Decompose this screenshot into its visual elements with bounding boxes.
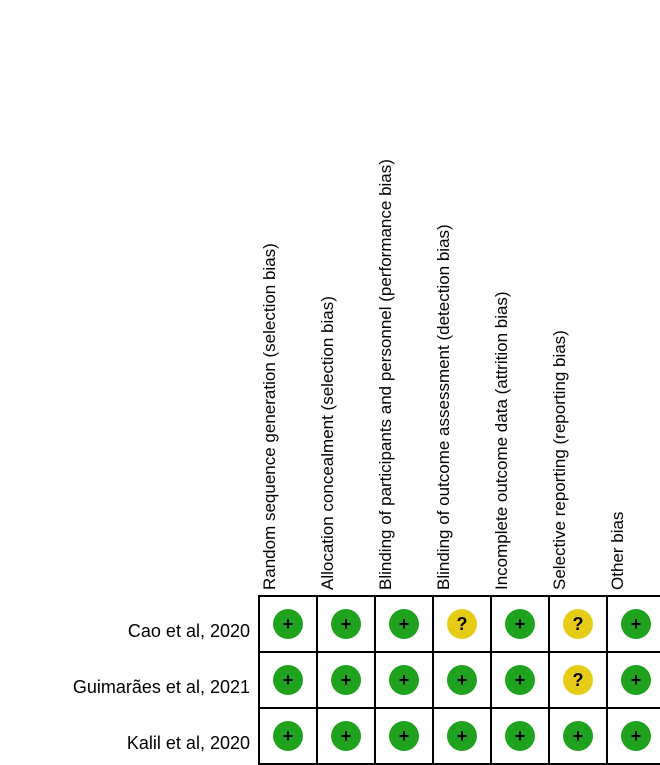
judgement-cell: +: [434, 709, 492, 765]
judgement-cell: +: [550, 709, 608, 765]
judgement-cell: +: [492, 597, 550, 653]
judgement-cell: +: [492, 709, 550, 765]
judgement-cell: +: [434, 653, 492, 709]
low-risk-icon: +: [621, 721, 651, 751]
judgement-cell: +: [492, 653, 550, 709]
domain-label-random-sequence-generation: Random sequence generation (selection bi…: [260, 243, 279, 590]
low-risk-icon: +: [389, 665, 419, 695]
judgement-cell: ?: [550, 653, 608, 709]
grid-row: + + +? +? +: [260, 597, 660, 653]
judgement-cell: +: [318, 597, 376, 653]
low-risk-icon: +: [505, 665, 535, 695]
domain-label-blinding-participants: Blinding of participants and personnel (…: [376, 159, 395, 590]
low-risk-icon: +: [273, 609, 303, 639]
domain-label-other-bias: Other bias: [608, 511, 627, 590]
judgement-cell: ?: [434, 597, 492, 653]
low-risk-icon: +: [331, 721, 361, 751]
judgement-cell: ?: [550, 597, 608, 653]
low-risk-icon: +: [389, 721, 419, 751]
judgement-cell: +: [608, 709, 660, 765]
study-label-cao: Cao et al, 2020: [127, 621, 250, 641]
low-risk-icon: +: [389, 609, 419, 639]
low-risk-icon: +: [331, 665, 361, 695]
judgement-cell: +: [376, 597, 434, 653]
unclear-risk-icon: ?: [563, 665, 593, 695]
unclear-risk-icon: ?: [447, 609, 477, 639]
low-risk-icon: +: [447, 721, 477, 751]
unclear-risk-icon: ?: [563, 609, 593, 639]
low-risk-icon: +: [621, 665, 651, 695]
judgement-cell: +: [376, 709, 434, 765]
judgement-cell: +: [376, 653, 434, 709]
low-risk-icon: +: [505, 721, 535, 751]
judgement-cell: +: [318, 709, 376, 765]
judgement-cell: +: [260, 653, 318, 709]
low-risk-icon: +: [447, 665, 477, 695]
grid-row: + + + + + + +: [260, 709, 660, 765]
low-risk-icon: +: [563, 721, 593, 751]
low-risk-icon: +: [273, 665, 303, 695]
grid-row: + + + + +? +: [260, 653, 660, 709]
domain-label-blinding-outcome-assessment: Blinding of outcome assessment (detectio…: [434, 224, 453, 590]
judgement-cell: +: [608, 653, 660, 709]
low-risk-icon: +: [273, 721, 303, 751]
domain-label-incomplete-outcome-data: Incomplete outcome data (attrition bias): [492, 291, 511, 590]
judgement-cell: +: [318, 653, 376, 709]
domain-label-selective-reporting: Selective reporting (reporting bias): [550, 330, 569, 590]
judgement-cell: +: [260, 709, 318, 765]
low-risk-icon: +: [331, 609, 361, 639]
low-risk-icon: +: [505, 609, 535, 639]
judgement-cell: +: [608, 597, 660, 653]
low-risk-icon: +: [621, 609, 651, 639]
judgement-cell: +: [260, 597, 318, 653]
domain-header: Random sequence generation (selection bi…: [260, 159, 627, 590]
domain-label-allocation-concealment: Allocation concealment (selection bias): [318, 296, 337, 590]
study-label-guimaraes: Guimarães et al, 2021: [72, 677, 250, 697]
study-label-kalil: Kalil et al, 2020: [126, 733, 250, 753]
risk-of-bias-grid: + + +? +? + + + + + +? + + + + + + + +: [258, 595, 660, 765]
